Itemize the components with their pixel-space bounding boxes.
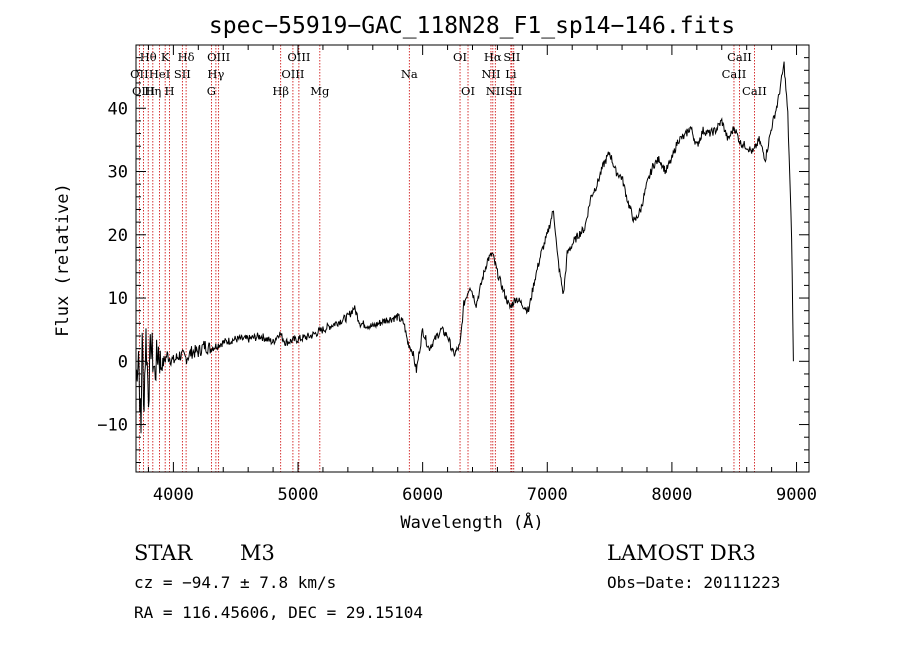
y-tick-label: −10 xyxy=(97,416,128,436)
observation-date: Obs−Date: 20111223 xyxy=(607,573,780,592)
spectral-line-label: Li xyxy=(505,67,517,81)
spectral-line-label: HeI xyxy=(149,67,170,81)
spectral-line-label: CaII xyxy=(727,50,752,64)
spectral-line-label: OI xyxy=(461,84,475,98)
spectral-line-label: K xyxy=(161,50,170,64)
spectral-line-label: Hγ xyxy=(207,67,224,81)
x-tick-label: 6000 xyxy=(402,485,443,505)
y-axis-ticks: −10 0 10 20 30 40 xyxy=(97,57,809,464)
spectral-line-label: OIII xyxy=(132,84,155,98)
y-tick-label: 40 xyxy=(108,99,128,119)
x-tick-label: 4000 xyxy=(153,485,194,505)
survey-name: LAMOST DR3 xyxy=(607,541,756,565)
y-tick-label: 0 xyxy=(118,352,128,372)
spectral-line-label: Hδ xyxy=(178,50,195,64)
spectral-line-markers xyxy=(138,45,755,472)
spectral-line-label: Hη xyxy=(144,84,161,98)
y-axis-label: Flux (relative) xyxy=(53,183,73,337)
x-tick-label: 9000 xyxy=(776,485,817,505)
spectral-line-label: OIII xyxy=(287,50,310,64)
y-tick-label: 30 xyxy=(108,163,128,183)
spectral-line-label: Hθ xyxy=(140,50,157,64)
spectral-line-label: SII xyxy=(505,84,522,98)
coordinates: RA = 116.45606, DEC = 29.15104 xyxy=(134,603,423,622)
x-tick-label: 8000 xyxy=(651,485,692,505)
chart-title: spec−55919−GAC_118N28_F1_sp14−146.fits xyxy=(209,13,735,39)
spectral-line-label: NII xyxy=(481,67,500,81)
spectral-line-label: Hα xyxy=(484,50,502,64)
spectral-line-label: Na xyxy=(401,67,418,81)
spectral-line-label: CaII xyxy=(742,84,767,98)
spectral-line-label: G xyxy=(207,84,216,98)
spectral-line-label: OII xyxy=(130,67,149,81)
plot-frame xyxy=(135,44,810,473)
spectral-line-label: Mg xyxy=(310,84,330,98)
x-axis-ticks: 4000 5000 6000 7000 8000 9000 xyxy=(147,45,817,505)
spectral-line-label: OI xyxy=(453,50,467,64)
x-axis-label: Wavelength (Å) xyxy=(400,511,543,533)
redshift-velocity: cz = −94.7 ± 7.8 km/s xyxy=(134,573,336,592)
spectral-line-label: SII xyxy=(174,67,191,81)
spectral-line-label: OIII xyxy=(281,67,304,81)
spectral-line-label: SII xyxy=(503,50,520,64)
object-subclass: M3 xyxy=(240,541,275,565)
spectral-line-label: H xyxy=(165,84,175,98)
object-class: STAR xyxy=(134,541,193,565)
spectral-line-label: CaII xyxy=(722,67,747,81)
y-tick-label: 10 xyxy=(108,289,128,309)
spectral-line-label: OIII xyxy=(207,50,230,64)
spectral-line-label: NII xyxy=(486,84,505,98)
spectral-line-label: Hβ xyxy=(272,84,289,98)
y-tick-label: 20 xyxy=(108,226,128,246)
x-tick-label: 5000 xyxy=(278,485,319,505)
flux-series-line xyxy=(135,61,794,434)
x-tick-label: 7000 xyxy=(527,485,568,505)
